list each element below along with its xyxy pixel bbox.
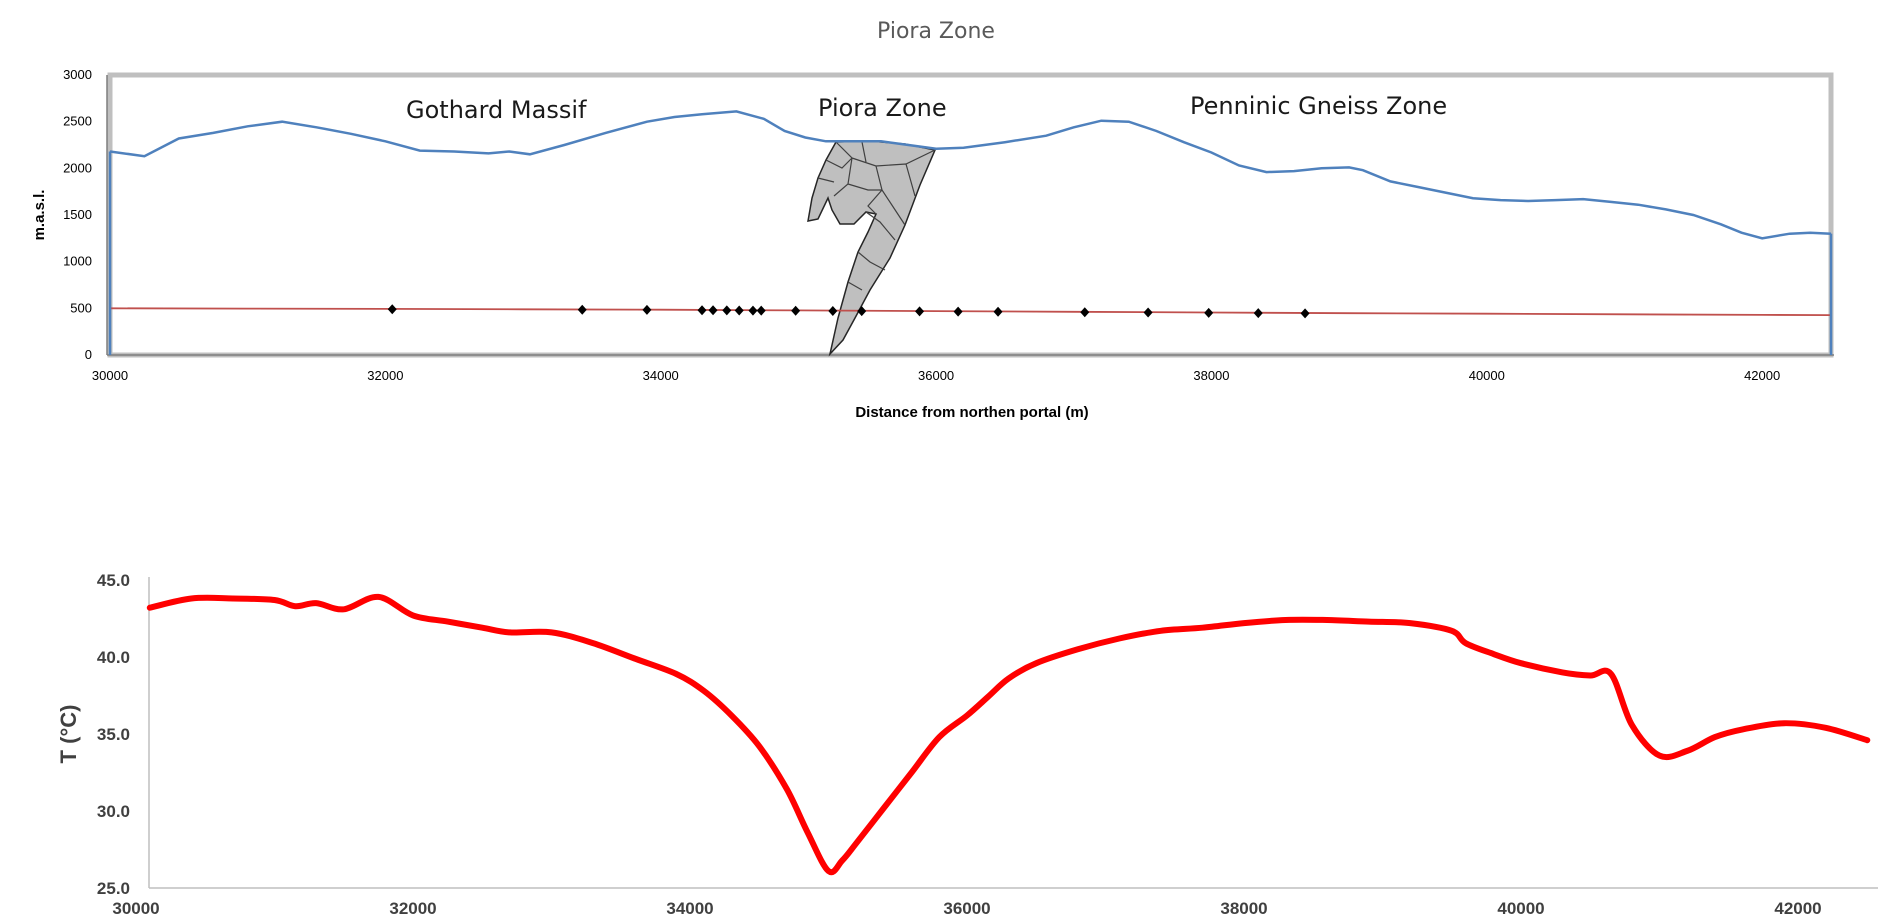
- sample-point-marker: [915, 306, 925, 317]
- top-x-tick-label: 32000: [367, 368, 403, 383]
- bottom-y-axis-label: T (°C): [56, 705, 81, 764]
- bottom-x-tick-label: 32000: [389, 899, 436, 918]
- bottom-y-tick-label: 35.0: [97, 725, 130, 744]
- top-x-ticks: 30000 32000 34000 36000 38000 40000 42000: [92, 368, 1780, 383]
- top-x-tick-label: 38000: [1193, 368, 1229, 383]
- sample-point-marker: [993, 306, 1003, 317]
- bottom-y-tick-label: 25.0: [97, 879, 130, 898]
- bottom-x-tick-label: 40000: [1497, 899, 1544, 918]
- piora-zone-fractures: [817, 141, 936, 291]
- sample-point-marker: [734, 305, 744, 316]
- top-y-tick-label: 500: [70, 300, 92, 315]
- top-y-tick-label: 1500: [63, 207, 92, 222]
- sample-point-marker: [857, 306, 867, 317]
- sample-point-marker: [642, 304, 652, 315]
- sample-point-marker: [748, 305, 758, 316]
- top-y-tick-label: 0: [85, 347, 92, 362]
- bottom-y-tick-label: 45.0: [97, 571, 130, 590]
- top-x-tick-label: 36000: [918, 368, 954, 383]
- sample-point-marker: [1143, 307, 1153, 318]
- top-y-ticks: 0 500 1000 1500 2000 2500 3000: [63, 67, 92, 362]
- bottom-y-tick-label: 30.0: [97, 802, 130, 821]
- bottom-chart: 25.0 30.0 35.0 40.0 45.0 30000 32000 34000 3600…: [56, 571, 1878, 918]
- sample-point-marker: [697, 305, 707, 316]
- bottom-y-tick-label: 40.0: [97, 648, 130, 667]
- top-plot-frame: [107, 72, 1834, 358]
- sample-point-marker: [387, 304, 397, 315]
- surface-profile-line: [109, 110, 1832, 240]
- top-y-tick-label: 2000: [63, 160, 92, 175]
- sample-point-marker: [1300, 308, 1310, 319]
- bottom-x-tick-label: 34000: [666, 899, 713, 918]
- bottom-x-tick-label: 38000: [1220, 899, 1267, 918]
- annotation-piora-zone: Piora Zone: [818, 94, 947, 122]
- tunnel-line: [109, 307, 1832, 316]
- bottom-x-tick-label: 42000: [1774, 899, 1821, 918]
- bottom-x-ticks: 30000 32000 34000 36000 38000 40000 42000: [112, 899, 1821, 918]
- chart-title: Piora Zone: [877, 19, 995, 44]
- annotation-gothard-massif: Gothard Massif: [406, 96, 587, 124]
- sample-point-marker: [756, 305, 766, 316]
- top-chart: Piora Zone 0 500 1000 1500 2000 2500 3000 3000…: [31, 19, 1834, 421]
- top-x-tick-label: 34000: [643, 368, 679, 383]
- sample-point-marker: [722, 305, 732, 316]
- sample-point-marker: [577, 304, 587, 315]
- temperature-line: [146, 593, 1871, 876]
- bottom-x-tick-label: 30000: [112, 899, 159, 918]
- sample-point-marker: [1080, 307, 1090, 318]
- sample-point-marker: [708, 305, 718, 316]
- annotation-penninic-gneiss-zone: Penninic Gneiss Zone: [1190, 92, 1447, 120]
- top-x-tick-label: 30000: [92, 368, 128, 383]
- top-y-tick-label: 3000: [63, 67, 92, 82]
- top-x-tick-label: 40000: [1469, 368, 1505, 383]
- sample-markers: [387, 304, 1310, 319]
- sample-point-marker: [953, 306, 963, 317]
- top-x-tick-label: 42000: [1744, 368, 1780, 383]
- top-y-axis-label: m.a.s.l.: [31, 190, 48, 241]
- sample-point-marker: [1204, 307, 1214, 318]
- sample-point-marker: [791, 305, 801, 316]
- piora-zone-polygon: [807, 140, 937, 357]
- top-y-tick-label: 2500: [63, 114, 92, 129]
- bottom-y-ticks: 25.0 30.0 35.0 40.0 45.0: [97, 571, 130, 898]
- piora-zone-shape: [807, 140, 937, 357]
- sample-point-marker: [1253, 308, 1263, 319]
- top-x-axis-label: Distance from northen portal (m): [855, 404, 1088, 421]
- bottom-x-tick-label: 36000: [943, 899, 990, 918]
- top-y-tick-label: 1000: [63, 254, 92, 269]
- sample-point-marker: [828, 305, 838, 316]
